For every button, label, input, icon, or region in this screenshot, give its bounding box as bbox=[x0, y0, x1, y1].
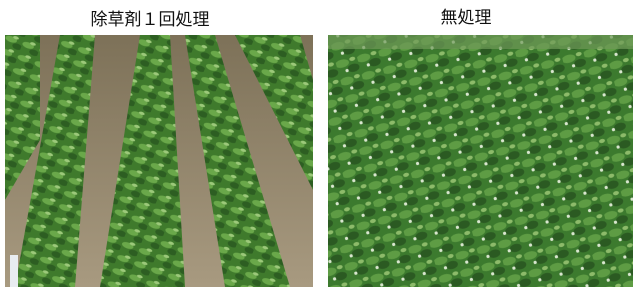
weeds bbox=[328, 35, 633, 287]
caption: 除草剤１回処理 bbox=[91, 10, 210, 30]
page: 除草剤１回処理 無処理 (() => { const data = JSON.p… bbox=[0, 0, 633, 287]
background-foliage bbox=[328, 35, 633, 49]
photo-treated bbox=[5, 35, 313, 287]
marker-stake bbox=[10, 255, 18, 287]
figure: 除草剤１回処理 無処理 bbox=[0, 0, 633, 287]
photo-untreated bbox=[328, 35, 633, 287]
caption: 無処理 bbox=[441, 8, 492, 28]
